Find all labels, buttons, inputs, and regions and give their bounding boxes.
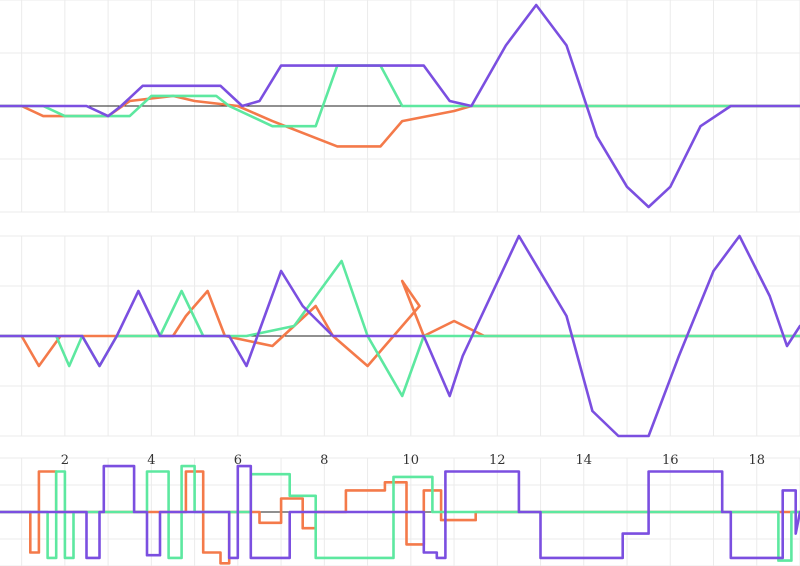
- middle-panel: [0, 234, 800, 438]
- series-purple-line: [0, 234, 800, 438]
- x-tick-label: 2: [61, 453, 69, 468]
- x-tick-label: 4: [147, 453, 155, 468]
- series-purple-line: [0, 464, 800, 560]
- x-tick-label: 6: [234, 453, 242, 468]
- series-purple-line: [0, 3, 800, 209]
- x-tick-label: 18: [748, 453, 765, 468]
- x-tick-label: 8: [320, 453, 328, 468]
- x-tick-labels: 2 4 6 8 10 12 14 16 18: [61, 453, 765, 468]
- x-tick-label: 10: [403, 453, 420, 468]
- x-tick-label: 12: [489, 453, 506, 468]
- x-tick-label: 16: [662, 453, 679, 468]
- series-green-line: [0, 464, 800, 562]
- top-panel: [0, 0, 800, 213]
- series-green-line: [0, 64, 800, 128]
- bottom-panel: 2 4 6 8 10 12 14 16 18: [0, 453, 800, 566]
- x-tick-label: 14: [576, 453, 593, 468]
- series-green-line: [0, 259, 800, 398]
